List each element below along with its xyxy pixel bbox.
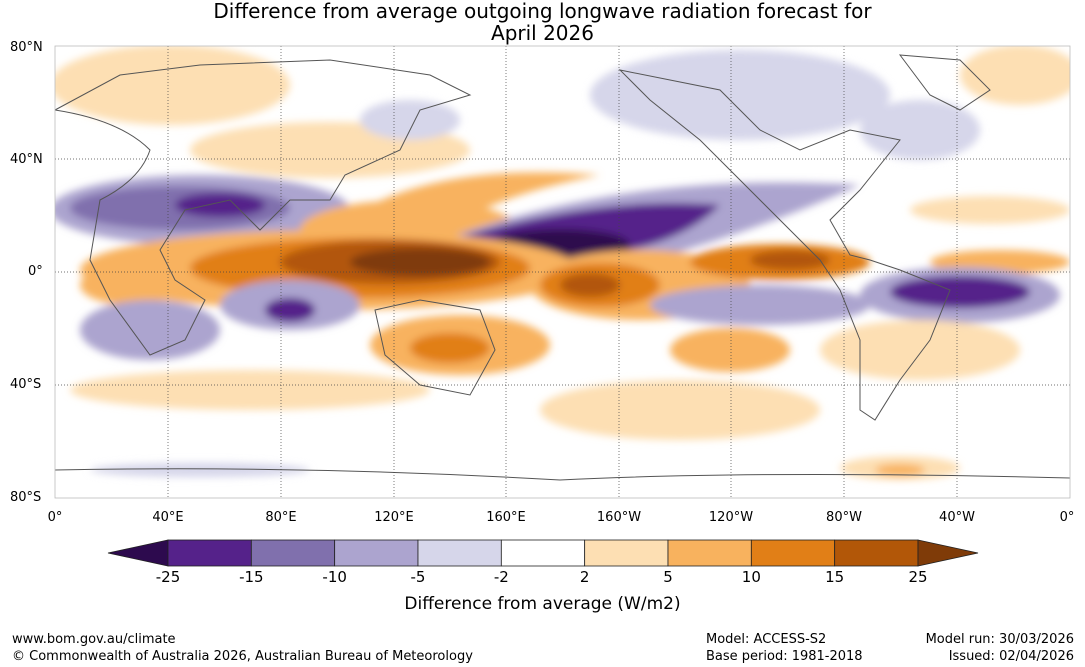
map-field	[55, 46, 1070, 498]
footer-model: Model: ACCESS-S2	[706, 632, 827, 647]
footer-url[interactable]: www.bom.gov.au/climate	[12, 632, 176, 647]
lon-label-40w: 40°W	[939, 510, 975, 525]
colorbar-swatch	[750, 539, 836, 567]
footer-base-period: Base period: 1981-2018	[706, 649, 863, 664]
lon-label-160w: 160°W	[596, 510, 642, 525]
coastlines	[55, 54, 1070, 481]
colorbar-extend-high	[917, 539, 979, 567]
lon-label-160e: 160°E	[486, 510, 526, 525]
title-line-1: Difference from average outgoing longwav…	[213, 0, 872, 23]
footer-copyright: © Commonwealth of Australia 2026, Austra…	[12, 649, 473, 664]
lon-label-120w: 120°W	[708, 510, 754, 525]
colorbar-tick-label: 25	[908, 568, 928, 586]
lon-label-0-right: 0°	[1059, 510, 1075, 525]
colorbar-swatch	[417, 539, 502, 567]
colorbar-tick-label: -15	[239, 568, 264, 586]
lat-label-80s: 80°S	[10, 490, 42, 505]
colorbar-title: Difference from average (W/m2)	[404, 594, 681, 614]
colorbar-swatch	[167, 539, 252, 567]
colorbar-swatch	[500, 539, 586, 567]
colorbar-swatch	[334, 539, 419, 567]
colorbar-swatch	[250, 539, 336, 567]
colorbar-tick-label: 10	[741, 568, 761, 586]
colorbar-extend-low	[107, 539, 169, 567]
lon-label-80e: 80°E	[265, 510, 297, 525]
lon-label-120e: 120°E	[374, 510, 414, 525]
lat-label-40n: 40°N	[10, 152, 43, 167]
map-title: Difference from average outgoing longwav…	[0, 0, 1085, 44]
lat-label-80n: 80°N	[10, 40, 43, 55]
lon-label-0: 0°	[47, 510, 63, 525]
lon-label-40e: 40°E	[152, 510, 184, 525]
title-line-2: April 2026	[491, 21, 594, 45]
colorbar-swatch	[667, 539, 752, 567]
graticule	[55, 46, 1070, 498]
footer-model-info: Model: ACCESS-S2 Base period: 1981-2018	[706, 631, 863, 665]
footer-model-run: Model run: 30/03/2026	[925, 632, 1074, 647]
colorbar	[107, 539, 979, 567]
colorbar-tick-label: -5	[410, 568, 426, 586]
colorbar-tick-label: -25	[155, 568, 181, 586]
footer-left: www.bom.gov.au/climate © Commonwealth of…	[12, 631, 473, 665]
colorbar-tick-label: 15	[825, 568, 845, 586]
colorbar-swatch	[584, 539, 669, 567]
footer-run-info: Model run: 30/03/2026 Issued: 02/04/2026	[926, 631, 1074, 665]
colorbar-swatch	[834, 539, 919, 567]
lat-label-40s: 40°S	[10, 377, 42, 392]
colorbar-tick-label: -2	[493, 568, 509, 586]
footer-issued: Issued: 02/04/2026	[948, 649, 1074, 664]
colorbar-tick-label: 2	[579, 568, 590, 586]
lon-label-80w: 80°W	[826, 510, 862, 525]
colorbar-tick-label: -10	[322, 568, 347, 586]
colorbar-tick-label: 5	[663, 568, 673, 586]
lat-label-equator: 0°	[28, 264, 43, 279]
